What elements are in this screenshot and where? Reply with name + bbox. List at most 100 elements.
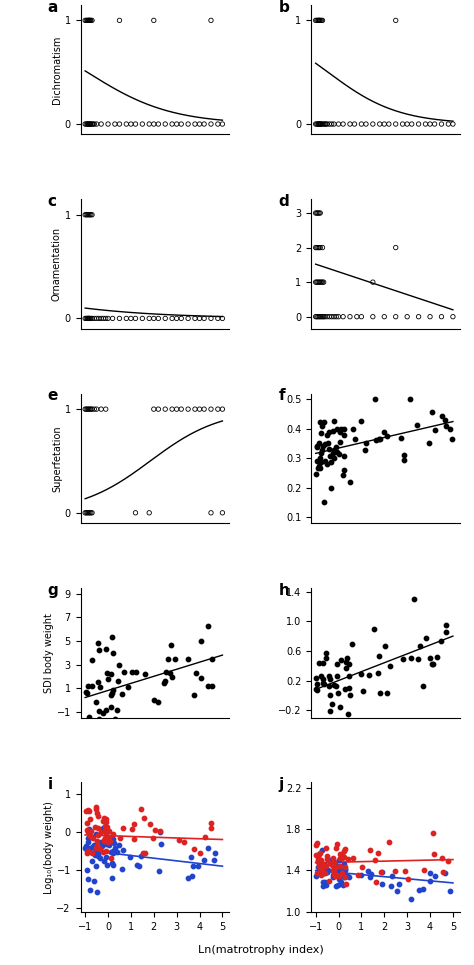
- Point: [317, 863, 324, 878]
- Y-axis label: Superfetation: Superfetation: [52, 425, 62, 492]
- Point: [322, 117, 330, 132]
- Point: [93, 117, 100, 132]
- Point: [320, 494, 328, 510]
- Point: [102, 813, 109, 829]
- Point: [150, 311, 157, 326]
- Point: [82, 117, 90, 132]
- Point: [346, 687, 354, 703]
- Point: [345, 669, 353, 684]
- Point: [98, 839, 106, 854]
- Point: [317, 455, 325, 470]
- Point: [315, 435, 322, 451]
- Point: [350, 422, 357, 437]
- Point: [429, 656, 437, 672]
- Point: [333, 444, 340, 459]
- Point: [320, 309, 328, 324]
- Point: [317, 861, 325, 876]
- Point: [335, 309, 342, 324]
- Point: [358, 868, 365, 883]
- Point: [318, 13, 325, 28]
- Point: [87, 505, 95, 520]
- Point: [84, 835, 92, 850]
- Point: [100, 833, 108, 848]
- Point: [155, 311, 162, 326]
- Point: [328, 856, 336, 871]
- Point: [416, 883, 423, 898]
- Point: [314, 309, 322, 324]
- Point: [314, 439, 321, 455]
- Point: [392, 240, 400, 256]
- Point: [438, 850, 446, 866]
- Point: [92, 841, 100, 856]
- Point: [312, 847, 320, 863]
- Point: [395, 876, 402, 892]
- Point: [446, 421, 454, 436]
- Point: [319, 274, 326, 290]
- Point: [428, 404, 436, 420]
- Point: [317, 117, 325, 132]
- Point: [314, 859, 321, 874]
- Point: [191, 117, 199, 132]
- Point: [438, 633, 445, 648]
- Point: [91, 117, 98, 132]
- Point: [196, 117, 203, 132]
- Point: [353, 309, 361, 324]
- Point: [116, 837, 123, 852]
- Point: [325, 424, 333, 439]
- Point: [328, 309, 336, 324]
- Point: [319, 438, 327, 454]
- Point: [312, 274, 319, 290]
- Point: [332, 856, 339, 871]
- Point: [110, 836, 118, 851]
- Point: [442, 624, 449, 640]
- Point: [332, 859, 339, 874]
- Point: [426, 649, 433, 665]
- Point: [341, 860, 349, 875]
- Point: [118, 687, 125, 703]
- Point: [83, 862, 91, 877]
- Point: [422, 630, 429, 646]
- Point: [196, 401, 203, 417]
- Point: [369, 117, 377, 132]
- Point: [201, 401, 208, 417]
- Point: [87, 117, 95, 132]
- Point: [109, 857, 117, 872]
- Point: [168, 669, 176, 684]
- Point: [219, 117, 226, 132]
- Point: [329, 869, 337, 885]
- Point: [83, 841, 91, 857]
- Point: [91, 873, 98, 889]
- Point: [111, 840, 118, 855]
- Point: [103, 665, 111, 680]
- Point: [321, 454, 328, 469]
- Point: [214, 401, 222, 417]
- Point: [312, 467, 320, 482]
- Point: [85, 821, 93, 837]
- Point: [403, 117, 411, 132]
- Point: [113, 703, 121, 718]
- Point: [197, 845, 204, 861]
- Point: [85, 117, 92, 132]
- Point: [313, 453, 320, 468]
- Point: [219, 311, 226, 326]
- Point: [207, 401, 215, 417]
- Point: [326, 117, 333, 132]
- Point: [155, 117, 162, 132]
- Point: [314, 849, 321, 865]
- Point: [188, 868, 196, 884]
- Point: [201, 829, 209, 844]
- Point: [445, 117, 452, 132]
- Point: [313, 438, 321, 454]
- Point: [400, 651, 407, 667]
- Point: [341, 862, 349, 877]
- Point: [108, 870, 116, 886]
- Point: [408, 117, 416, 132]
- Point: [88, 401, 96, 417]
- Point: [317, 451, 324, 466]
- Point: [103, 641, 110, 656]
- Point: [449, 309, 457, 324]
- Point: [127, 117, 135, 132]
- Point: [87, 830, 95, 845]
- Point: [330, 117, 338, 132]
- Point: [330, 451, 337, 466]
